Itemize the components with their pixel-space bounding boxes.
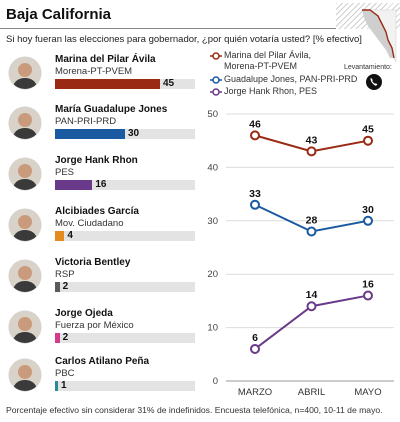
candidate-name: Alcibiades García xyxy=(55,206,139,217)
candidate-row: Victoria Bentley RSP 2 xyxy=(0,257,200,303)
bar-fill xyxy=(55,79,160,89)
bar-value-label: 30 xyxy=(128,128,140,139)
x-tick-label: MARZO xyxy=(238,387,272,398)
legend-label: Jorge Hank Rhon, PES xyxy=(224,86,318,96)
candidate-party: PAN-PRI-PRD xyxy=(55,116,117,127)
candidate-photo-icon xyxy=(8,358,42,392)
legend-marker-icon xyxy=(210,52,222,60)
y-tick-label: 50 xyxy=(207,109,218,120)
bar-track: 1 xyxy=(55,380,195,391)
data-point xyxy=(306,146,317,157)
candidate-row: Jorge Ojeda Fuerza por México 2 xyxy=(0,308,200,354)
candidate-name: Jorge Hank Rhon xyxy=(55,155,138,166)
bar-track: 2 xyxy=(55,332,195,343)
candidate-row: Jorge Hank Rhon PES 16 xyxy=(0,155,200,201)
candidate-party: RSP xyxy=(55,269,75,280)
data-label: 14 xyxy=(306,289,318,301)
x-tick-label: ABRIL xyxy=(298,387,325,398)
candidate-name: Marina del Pilar Ávila xyxy=(55,54,156,65)
data-label: 46 xyxy=(249,118,261,130)
legend-item: Marina del Pilar Ávila, Morena-PT-PVEM xyxy=(210,50,357,74)
candidate-row: Carlos Atilano Peña PBC 1 xyxy=(0,356,200,402)
candidate-row: María Guadalupe Jones PAN-PRI-PRD 30 xyxy=(0,104,200,150)
data-label: 30 xyxy=(362,204,374,216)
data-point xyxy=(306,301,317,312)
data-label: 6 xyxy=(252,332,258,344)
legend-marker-icon xyxy=(210,76,222,84)
chart-legend: Marina del Pilar Ávila, Morena-PT-PVEM Gua… xyxy=(210,50,357,98)
y-tick-label: 30 xyxy=(207,216,218,227)
candidate-name: Victoria Bentley xyxy=(55,257,131,268)
bar-value-label: 2 xyxy=(62,281,69,292)
candidate-photo-icon xyxy=(8,157,42,191)
bar-value-label: 4 xyxy=(67,230,73,241)
title-divider xyxy=(0,28,336,29)
trend-line-chart: 0 10 20 30 40 50 MARZO ABRIL MAYO 46 43 45 33 28 30 6 14… xyxy=(207,109,394,398)
levantamiento-label: Levantamiento: xyxy=(344,64,392,71)
data-point xyxy=(363,290,373,301)
legend-label: Marina del Pilar Ávila, xyxy=(224,50,312,60)
legend-label: Guadalupe Jones, PAN-PRI-PRD xyxy=(224,74,358,84)
legend-item: Guadalupe Jones, PAN-PRI-PRD xyxy=(210,74,357,86)
bar-track: 45 xyxy=(55,78,195,89)
y-tick-label: 20 xyxy=(207,269,218,280)
footnote: Porcentaje efectivo sin considerar 31% d… xyxy=(6,405,383,415)
bar-value-label: 2 xyxy=(62,332,69,343)
legend-label: Morena-PT-PVEM xyxy=(224,61,298,71)
candidate-photo-icon xyxy=(8,56,42,90)
candidate-photo-icon xyxy=(8,310,42,344)
candidate-name: Carlos Atilano Peña xyxy=(55,356,150,367)
y-tick-label: 40 xyxy=(207,162,218,173)
candidate-party: PES xyxy=(55,167,75,178)
y-tick-label: 0 xyxy=(213,376,218,387)
data-label: 28 xyxy=(306,214,318,226)
bar-fill xyxy=(55,231,65,241)
data-point xyxy=(363,215,373,226)
candidate-photo-icon xyxy=(8,208,42,242)
phone-icon xyxy=(366,74,382,90)
data-point xyxy=(363,135,373,146)
candidate-party: Mov. Ciudadano xyxy=(55,218,124,229)
bar-track: 2 xyxy=(55,281,195,292)
candidate-photo-icon xyxy=(8,259,42,293)
data-label: 43 xyxy=(306,134,318,146)
survey-question: Si hoy fueran las elecciones para gobern… xyxy=(6,34,362,45)
candidate-row: Alcibiades García Mov. Ciudadano 4 xyxy=(0,206,200,252)
x-tick-label: MAYO xyxy=(354,387,381,398)
candidate-name: Jorge Ojeda xyxy=(55,308,113,319)
bar-track: 30 xyxy=(55,128,195,139)
baja-california-map-icon xyxy=(362,9,397,63)
bar-value-label: 1 xyxy=(61,380,67,391)
bar-value-label: 45 xyxy=(163,78,175,89)
candidate-row: Marina del Pilar Ávila Morena-PT-PVEM 45 xyxy=(0,54,200,100)
data-point xyxy=(250,343,260,354)
bar-track: 4 xyxy=(55,230,195,241)
legend-marker-icon xyxy=(210,88,222,96)
candidate-name: María Guadalupe Jones xyxy=(55,104,168,115)
data-label: 33 xyxy=(249,188,261,200)
legend-item: Jorge Hank Rhon, PES xyxy=(210,86,357,98)
bar-fill xyxy=(55,180,93,190)
bar-fill xyxy=(55,129,125,139)
candidate-party: PBC xyxy=(55,368,75,379)
page-title: Baja California xyxy=(6,6,112,23)
y-tick-label: 10 xyxy=(207,323,218,334)
data-label: 45 xyxy=(362,124,374,136)
candidate-party: Morena-PT-PVEM xyxy=(55,66,133,77)
bar-fill xyxy=(55,333,60,343)
data-point xyxy=(250,199,260,210)
candidate-photo-icon xyxy=(8,106,42,140)
data-label: 16 xyxy=(362,279,374,291)
data-point xyxy=(306,226,317,237)
bar-track: 16 xyxy=(55,179,195,190)
data-point xyxy=(250,130,260,141)
bar-value-label: 16 xyxy=(95,179,107,190)
candidate-party: Fuerza por México xyxy=(55,320,134,331)
bar-fill xyxy=(55,381,58,391)
bar-fill xyxy=(55,282,60,292)
